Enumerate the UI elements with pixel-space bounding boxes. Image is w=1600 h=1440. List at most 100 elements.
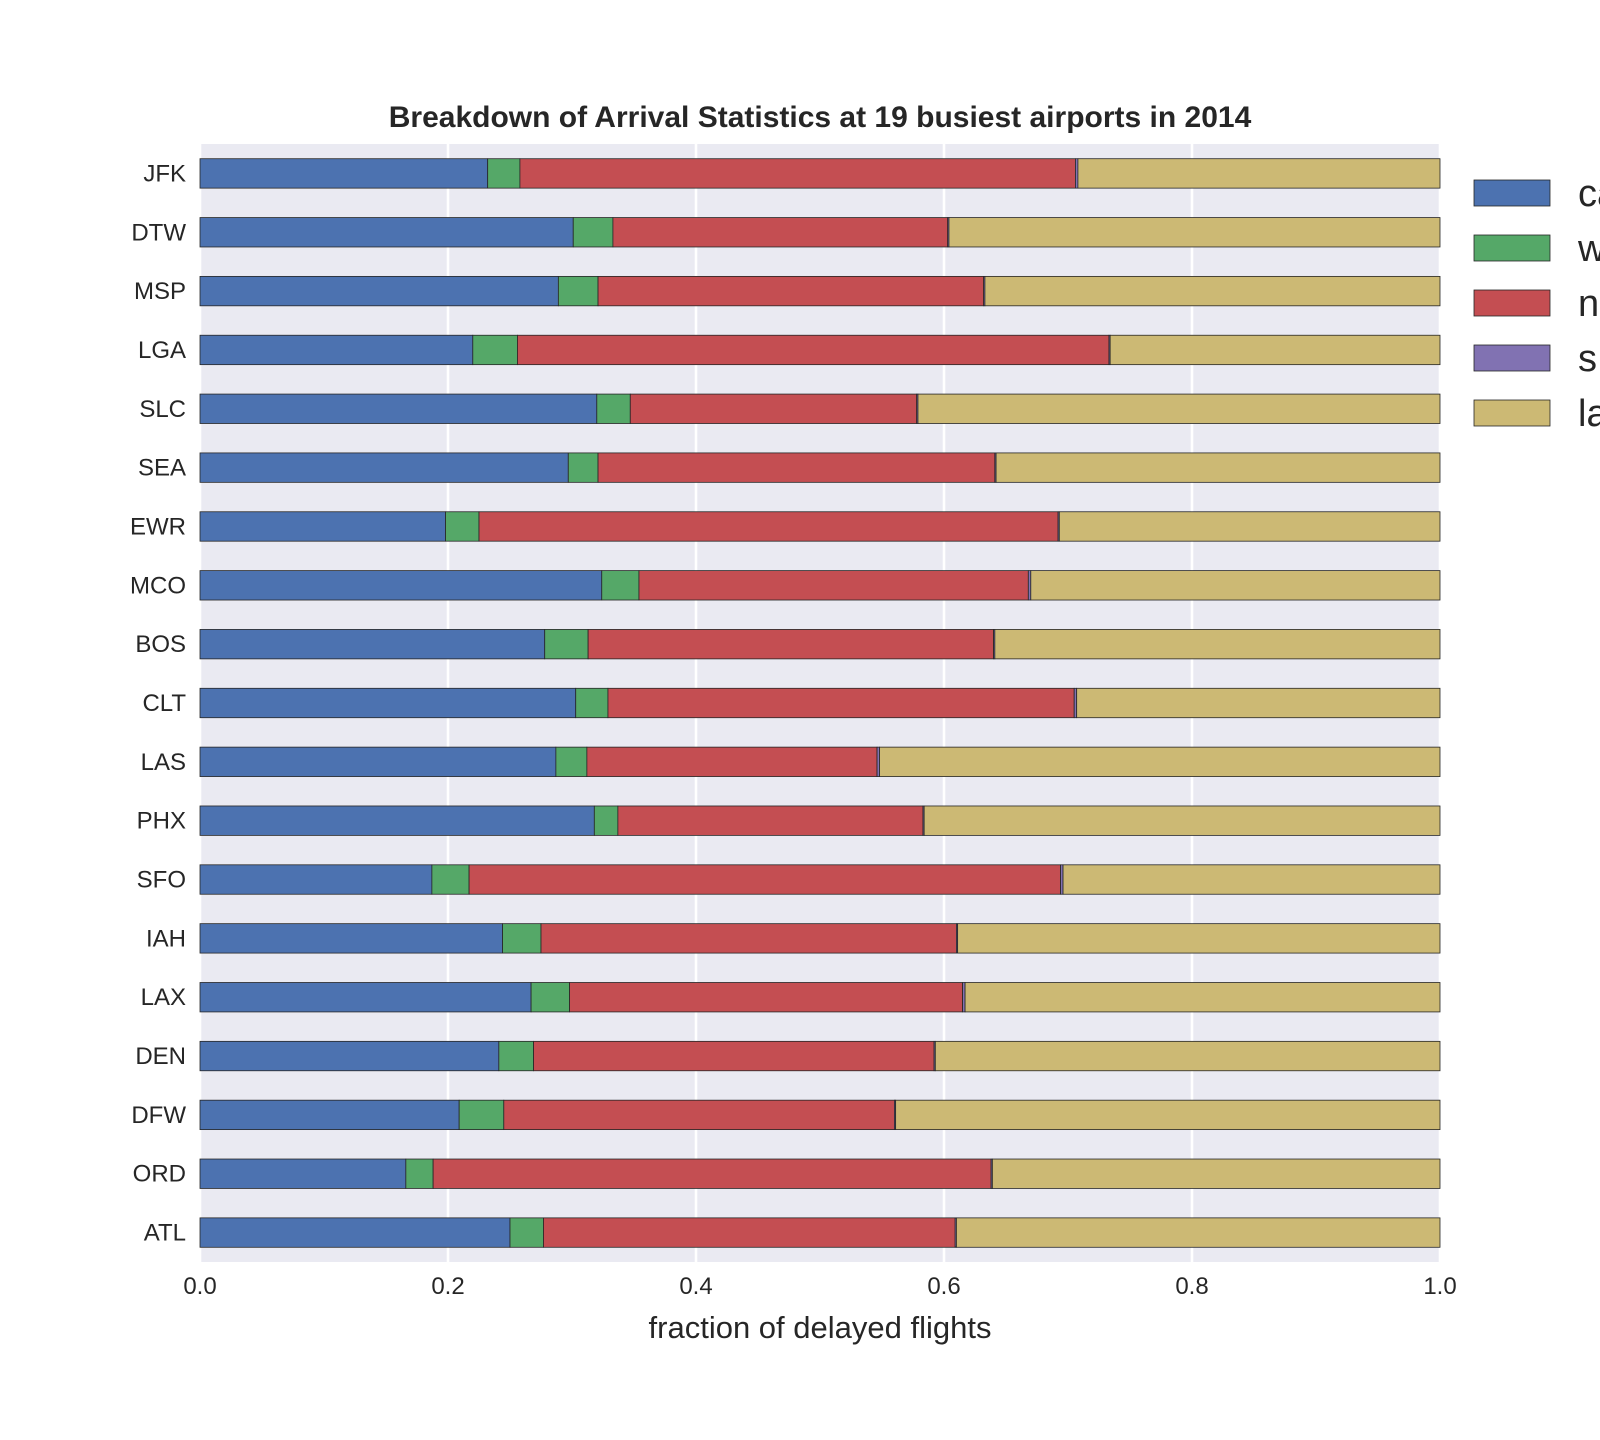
y-tick-label: BOS — [135, 631, 186, 658]
bar-segment-n — [569, 982, 964, 1013]
bar-segment-ca — [199, 275, 559, 307]
bar-segment-ca — [199, 923, 503, 954]
bar-segment-w — [445, 511, 480, 542]
bar-group-dtw — [199, 217, 1441, 248]
bar-group-msp — [199, 275, 1441, 307]
bar-segment-ca — [199, 746, 557, 777]
legend-item-ca: ca — [1473, 173, 1600, 215]
bar-group-phx — [199, 805, 1441, 836]
y-tick-label: PHX — [137, 808, 186, 835]
x-tick-labels: 0.0 0.2 0.4 0.6 0.8 1.0 — [183, 1273, 1456, 1300]
bar-segment-ca — [199, 629, 546, 660]
x-tick-label: 0.2 — [431, 1273, 464, 1300]
x-tick-label: 0.0 — [183, 1273, 216, 1300]
bar-segment-la — [1076, 687, 1441, 719]
bar-segment-w — [557, 275, 599, 307]
bar-segment-ca — [199, 1158, 407, 1189]
bar-group-ord — [199, 1158, 1441, 1189]
bar-segment-ca — [199, 570, 603, 601]
bar-segment-w — [601, 570, 640, 601]
y-tick-label: JFK — [143, 160, 186, 187]
x-tick-label: 0.8 — [1175, 1273, 1208, 1300]
bar-segment-ca — [199, 511, 446, 542]
y-tick-label: SFO — [137, 867, 186, 894]
y-tick-label: IAH — [146, 925, 186, 952]
legend-label: w — [1577, 228, 1600, 270]
x-tick-label: 0.4 — [679, 1273, 712, 1300]
bar-group-atl — [199, 1217, 1441, 1248]
bar-segment-w — [405, 1158, 434, 1189]
bar-segment-n — [612, 217, 949, 248]
bar-segment-w — [472, 334, 518, 366]
legend-item-s: s — [1473, 338, 1597, 380]
bar-segment-la — [1109, 334, 1441, 366]
legend-label: ca — [1578, 173, 1600, 215]
legend-label: n — [1578, 283, 1599, 325]
bar-segment-w — [572, 217, 614, 248]
bar-segment-w — [596, 393, 631, 424]
y-tick-label: MSP — [134, 278, 186, 305]
y-tick-label: LGA — [138, 337, 186, 364]
legend-swatch — [1473, 234, 1551, 262]
bar-segment-n — [617, 805, 924, 836]
legend-item-n: n — [1473, 283, 1599, 325]
legend-item-w: w — [1473, 228, 1600, 270]
bar-segment-la — [879, 746, 1441, 777]
bar-segment-w — [593, 805, 619, 836]
bar-segment-n — [478, 511, 1059, 542]
bar-segment-w — [431, 864, 470, 895]
bar-segment-la — [1058, 511, 1441, 542]
bar-segment-la — [895, 1099, 1441, 1131]
y-tick-label: DFW — [131, 1102, 186, 1129]
bar-segment-ca — [199, 217, 574, 248]
bar-segment-la — [984, 275, 1441, 307]
bar-segment-n — [586, 746, 878, 777]
y-tick-label: LAS — [141, 749, 186, 776]
bar-group-bos — [199, 629, 1441, 660]
bar-segment-n — [607, 687, 1075, 719]
legend-label: s — [1578, 338, 1597, 380]
bar-group-lax — [199, 982, 1441, 1013]
bar-segment-ca — [199, 687, 577, 719]
bar-segment-ca — [199, 982, 532, 1013]
bar-segment-w — [575, 687, 609, 719]
bar-segment-la — [994, 629, 1441, 660]
bar-group-clt — [199, 687, 1441, 719]
legend-swatch — [1473, 289, 1551, 317]
y-tick-label: DEN — [135, 1043, 186, 1070]
bar-segment-la — [1062, 864, 1441, 895]
bar-segment-ca — [199, 1099, 460, 1131]
bar-segment-la — [923, 805, 1441, 836]
y-tick-labels: JFK DTW MSP LGA SLC SEA EWR MCO BOS CLT LAS PHX SFO I… — [130, 160, 186, 1246]
bar-segment-n — [432, 1158, 992, 1189]
y-tick-label: EWR — [130, 513, 186, 540]
y-tick-label: LAX — [141, 984, 186, 1011]
bar-segment-n — [533, 1040, 935, 1072]
bar-group-sfo — [199, 864, 1441, 895]
y-tick-label: SLC — [139, 396, 186, 423]
bar-segment-la — [991, 1158, 1441, 1189]
bar-segment-n — [468, 864, 1061, 895]
legend-label: la — [1578, 393, 1600, 435]
bar-segment-n — [638, 570, 1029, 601]
bar-group-ewr — [199, 511, 1441, 542]
bar-segment-la — [956, 1217, 1441, 1248]
y-tick-label: DTW — [131, 219, 186, 246]
bar-segment-w — [544, 629, 589, 660]
bar-segment-w — [498, 1040, 534, 1072]
y-tick-label: SEA — [138, 455, 186, 482]
bar-segment-la — [948, 217, 1441, 248]
bar-group-sea — [199, 452, 1441, 483]
y-tick-label: ORD — [133, 1161, 186, 1188]
bar-segment-w — [530, 982, 570, 1013]
bar-segment-n — [503, 1099, 895, 1131]
bar-segment-ca — [199, 805, 595, 836]
bar-segment-la — [1030, 570, 1441, 601]
bar-segment-w — [458, 1099, 505, 1131]
bar-segment-n — [540, 923, 957, 954]
chart-title: Breakdown of Arrival Statistics at 19 bu… — [388, 101, 1252, 134]
bar-segment-w — [555, 746, 588, 777]
bar-segment-la — [917, 393, 1441, 424]
bar-segment-la — [957, 923, 1441, 954]
